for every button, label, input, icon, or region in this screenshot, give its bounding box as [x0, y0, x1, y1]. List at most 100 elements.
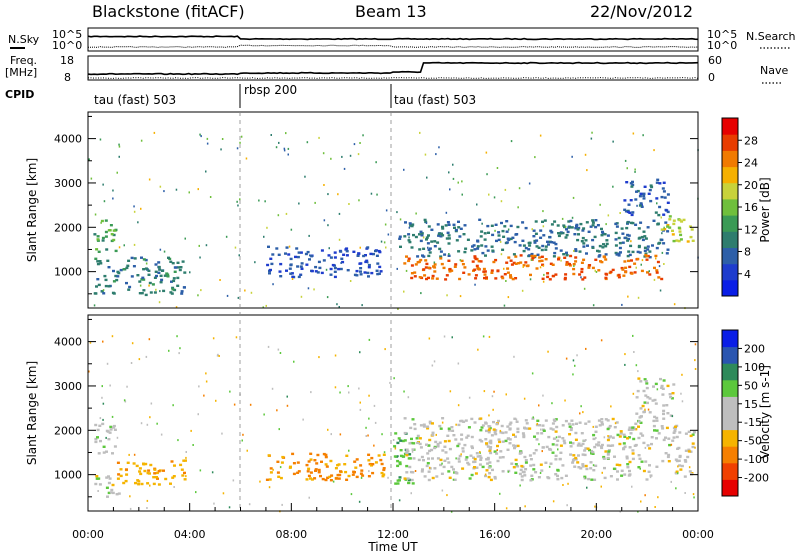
heatmap-cell — [490, 434, 494, 437]
heatmap-cell — [183, 471, 186, 475]
heatmap-cell — [680, 464, 684, 468]
heatmap-cell — [221, 432, 223, 435]
heatmap-cell — [539, 236, 543, 239]
heatmap-cell — [329, 459, 333, 463]
heatmap-cell — [307, 460, 311, 463]
heatmap-cell — [510, 263, 514, 266]
heatmap-cell — [664, 221, 668, 224]
heatmap-cell — [112, 280, 116, 283]
heatmap-cell — [109, 491, 113, 494]
heatmap-cell — [597, 255, 601, 258]
heatmap-cell — [460, 259, 464, 263]
heatmap-cell — [464, 458, 468, 461]
heatmap-cell — [498, 440, 502, 444]
heatmap-cell — [662, 190, 666, 193]
heatmap-cell — [408, 465, 412, 469]
x-tick-label: 12:00 — [377, 528, 409, 541]
heatmap-cell — [594, 425, 598, 428]
heatmap-cell — [623, 260, 627, 263]
heatmap-cell — [473, 466, 476, 469]
heatmap-cell — [419, 131, 421, 134]
heatmap-cell — [504, 439, 508, 443]
heatmap-cell — [532, 463, 536, 467]
heatmap-cell — [446, 221, 450, 224]
heatmap-cell — [463, 224, 467, 227]
heatmap-cell — [418, 248, 422, 251]
heatmap-cell — [471, 245, 474, 248]
heatmap-cell — [285, 269, 288, 272]
heatmap-cell — [657, 276, 661, 279]
heatmap-cell — [493, 196, 496, 199]
heatmap-cell — [495, 239, 498, 243]
heatmap-cell — [600, 418, 604, 421]
heatmap-cell — [582, 227, 586, 230]
heatmap-cell — [531, 228, 533, 231]
heatmap-cell — [236, 200, 238, 203]
heatmap-cell — [506, 448, 510, 451]
heatmap-cell — [592, 425, 594, 428]
heatmap-cell — [500, 275, 504, 278]
heatmap-cell — [654, 211, 658, 214]
heatmap-cell — [568, 262, 571, 266]
heatmap-cell — [457, 457, 461, 460]
heatmap-cell — [354, 466, 358, 469]
heatmap-cell — [611, 268, 615, 272]
heatmap-cell — [671, 439, 675, 442]
heatmap-cell — [118, 145, 121, 148]
heatmap-cell — [147, 273, 151, 276]
heatmap-cell — [331, 263, 335, 267]
heatmap-cell — [491, 233, 495, 237]
heatmap-cell — [642, 197, 646, 200]
heatmap-cell — [588, 448, 591, 452]
heatmap-cell — [365, 435, 367, 437]
heatmap-cell — [508, 442, 512, 445]
heatmap-cell — [411, 418, 415, 421]
heatmap-cell — [487, 466, 491, 469]
heatmap-cell — [414, 235, 418, 239]
heatmap-cell — [617, 236, 621, 240]
heatmap-cell — [96, 262, 100, 266]
nsearch-tick-bottom: 10^0 — [707, 39, 737, 52]
heatmap-cell — [572, 263, 576, 266]
heatmap-cell — [211, 471, 214, 474]
heatmap-cell — [404, 221, 407, 224]
heatmap-cell — [655, 246, 659, 250]
heatmap-cell — [532, 452, 536, 455]
heatmap-cell — [553, 220, 557, 223]
heatmap-cell — [553, 251, 557, 255]
heatmap-cell — [131, 342, 134, 345]
heatmap-cell — [106, 495, 109, 498]
heatmap-cell — [656, 260, 660, 264]
heatmap-cell — [627, 237, 631, 241]
heatmap-cell — [460, 438, 464, 441]
heatmap-cell — [396, 459, 400, 463]
heatmap-cell — [318, 266, 322, 270]
heatmap-cell — [570, 226, 574, 229]
heatmap-cell — [457, 250, 461, 253]
heatmap-cell — [317, 468, 321, 472]
heatmap-cell — [183, 271, 187, 274]
heatmap-cell — [88, 158, 90, 161]
heatmap-cell — [372, 252, 375, 256]
heatmap-cell — [263, 235, 265, 238]
heatmap-cell — [398, 461, 402, 464]
heatmap-cell — [124, 400, 127, 403]
heatmap-cell — [478, 454, 482, 458]
heatmap-cell — [148, 338, 151, 341]
heatmap-cell — [277, 475, 281, 478]
heatmap-cell — [382, 467, 386, 470]
x-tick-label: 00:00 — [682, 528, 714, 541]
heatmap-cell — [557, 256, 561, 259]
heatmap-cell — [622, 274, 626, 277]
heatmap-cell — [367, 459, 371, 462]
heatmap-cell — [519, 451, 523, 454]
heatmap-cell — [582, 411, 584, 414]
heatmap-cell — [629, 199, 633, 202]
heatmap-cell — [459, 295, 462, 298]
heatmap-cell — [154, 263, 158, 266]
heatmap-cell — [347, 474, 351, 478]
heatmap-cell — [110, 233, 114, 236]
heatmap-cell — [621, 241, 625, 244]
heatmap-cell — [506, 425, 510, 428]
heatmap-cell — [375, 161, 377, 164]
